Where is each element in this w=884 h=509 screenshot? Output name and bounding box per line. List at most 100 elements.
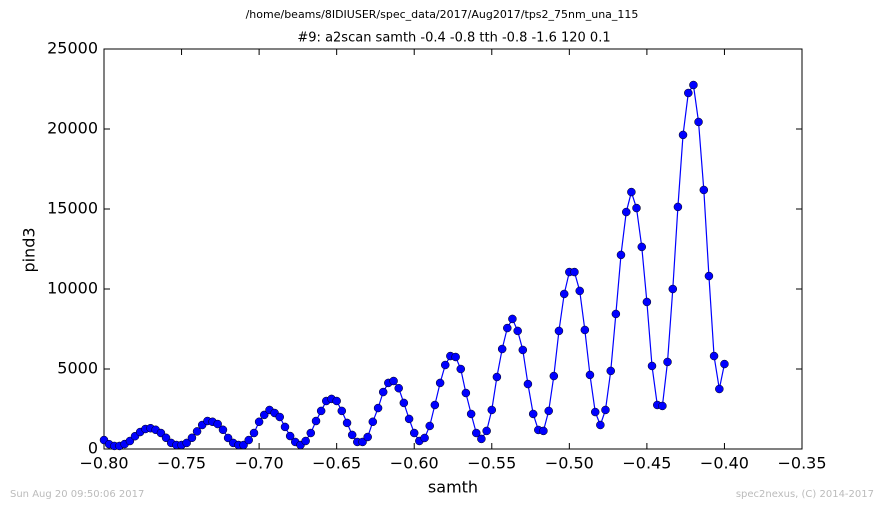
data-point [487, 405, 497, 415]
data-point [611, 309, 621, 319]
data-point [466, 409, 476, 419]
data-point [715, 384, 724, 394]
data-point [668, 284, 678, 294]
data-point [280, 422, 290, 432]
x-tick-label: −0.70 [235, 454, 284, 473]
data-point [337, 406, 347, 416]
data-point [575, 286, 584, 296]
y-tick-label: 0 [88, 439, 98, 458]
data-point [420, 433, 429, 443]
x-tick-label: −0.45 [622, 454, 671, 473]
data-point [580, 325, 590, 335]
y-tick-label: 25000 [47, 39, 98, 58]
data-point [616, 250, 626, 260]
data-point [647, 361, 657, 371]
data-point [244, 435, 253, 445]
data-point [518, 345, 528, 355]
data-point [342, 418, 352, 428]
data-point [720, 359, 729, 369]
data-point [187, 433, 197, 443]
data-point [254, 417, 264, 427]
data-line [103, 83, 726, 447]
data-point [549, 371, 559, 381]
x-tick-label: −0.55 [467, 454, 516, 473]
data-point [704, 271, 714, 281]
data-point [544, 406, 553, 416]
data-point [513, 326, 522, 336]
data-point [523, 379, 533, 389]
data-point [363, 432, 372, 442]
footer-date: Sun Aug 20 09:50:06 2017 [10, 489, 144, 500]
data-point [689, 80, 698, 90]
x-axis-label: samth [428, 478, 478, 497]
data-point [528, 409, 538, 419]
data-point [285, 431, 295, 441]
x-tick-label: −0.75 [157, 454, 206, 473]
data-point [430, 400, 440, 410]
chart-title: #9: a2scan samth -0.4 -0.8 tth -0.8 -1.6… [297, 31, 610, 46]
data-point [378, 387, 388, 397]
data-point [461, 388, 471, 398]
data-point [622, 207, 631, 217]
y-axis-label: pind3 [20, 227, 39, 272]
data-point [570, 267, 579, 277]
data-point [508, 314, 517, 324]
y-tick-label: 10000 [47, 279, 98, 298]
x-tick-label: −0.60 [390, 454, 439, 473]
data-point [456, 364, 466, 374]
data-point [673, 202, 683, 212]
data-point [497, 344, 507, 354]
data-point [394, 383, 403, 393]
data-point [492, 372, 502, 382]
data-point [358, 437, 367, 447]
x-tick-label: −0.65 [312, 454, 361, 473]
data-point [658, 401, 667, 411]
data-point [223, 433, 233, 443]
data-point [332, 396, 341, 406]
data-point [218, 425, 228, 435]
data-point [435, 378, 445, 388]
data-point [409, 428, 419, 438]
data-point [213, 419, 222, 429]
data-point [239, 440, 248, 450]
x-tick-label: −0.40 [700, 454, 749, 473]
data-point [642, 297, 652, 307]
data-point [301, 436, 310, 446]
x-tick-label: −0.35 [777, 454, 826, 473]
data-point [627, 187, 636, 197]
data-point [596, 420, 605, 430]
y-tick-label: 15000 [47, 199, 98, 218]
data-point [316, 406, 326, 416]
data-point [275, 412, 284, 422]
data-point [182, 438, 191, 448]
data-point [161, 433, 171, 443]
data-point [373, 403, 383, 413]
data-point [684, 88, 693, 98]
data-point [311, 416, 321, 426]
data-point [259, 410, 269, 420]
data-point [399, 398, 409, 408]
data-point [601, 405, 610, 415]
data-point [606, 366, 615, 376]
y-tick-label: 20000 [47, 119, 98, 138]
y-tick-label: 5000 [57, 359, 98, 378]
data-point [694, 117, 703, 127]
data-point [472, 428, 481, 438]
x-tick-label: −0.80 [79, 454, 128, 473]
data-point [709, 351, 719, 361]
data-point [503, 323, 512, 333]
data-point [451, 352, 460, 362]
data-point [699, 185, 709, 195]
data-point [440, 360, 450, 370]
data-point [425, 421, 434, 431]
data-point [482, 426, 491, 436]
data-point [632, 203, 641, 213]
data-point [585, 370, 595, 380]
data-point [306, 428, 316, 438]
data-point [559, 289, 569, 299]
x-tick-label: −0.50 [545, 454, 594, 473]
data-point [637, 242, 647, 252]
data-point [249, 428, 259, 438]
data-point [678, 130, 688, 140]
data-point [192, 427, 202, 436]
